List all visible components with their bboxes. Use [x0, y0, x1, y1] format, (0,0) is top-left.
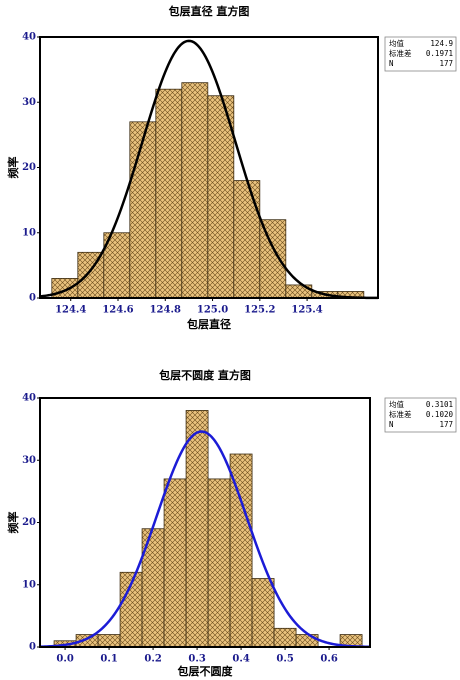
bar [207, 478, 231, 648]
stats-name: 标准差 [389, 409, 412, 419]
normal-curve [39, 39, 379, 300]
bar [273, 627, 297, 648]
stats-value: 0.1971 [426, 49, 453, 58]
bar [233, 180, 261, 299]
bar [155, 88, 183, 299]
x-tick-label: 124.8 [150, 305, 181, 316]
y-axis-label: 频率 [6, 512, 20, 534]
x-tick-label: 0.5 [276, 654, 293, 665]
y-tick-label: 10 [22, 579, 36, 590]
bar [129, 121, 157, 299]
bar [181, 82, 209, 299]
y-tick-label: 30 [22, 455, 36, 466]
bar [259, 219, 287, 299]
bar [51, 278, 79, 299]
x-tick-label: 125.0 [197, 305, 228, 316]
stats-box [384, 36, 457, 72]
y-tick-label: 0 [29, 642, 36, 653]
x-tick-label: 0.4 [232, 654, 249, 665]
x-tick-label: 0.1 [100, 654, 117, 665]
y-tick-label: 0 [29, 293, 36, 304]
stats-name: N [389, 420, 394, 429]
x-tick-label: 0.3 [188, 654, 205, 665]
stats-value: 177 [439, 59, 453, 68]
chart-title: 包层直径 直方图 [168, 4, 250, 18]
y-tick-label: 20 [22, 162, 36, 173]
chart-title: 包层不圆度 直方图 [158, 368, 251, 382]
x-tick-label: 0.2 [144, 654, 161, 665]
stats-value: 177 [439, 420, 453, 429]
stats-box [384, 397, 457, 433]
bar [185, 410, 209, 648]
stats-value: 124.9 [430, 39, 453, 48]
bar [163, 478, 187, 648]
normal-curve [39, 430, 371, 649]
y-tick-label: 40 [22, 32, 36, 43]
x-tick-label: 125.2 [244, 305, 275, 316]
stats-name: 标准差 [389, 48, 412, 58]
x-tick-label: 125.4 [291, 305, 322, 316]
y-tick-label: 30 [22, 97, 36, 108]
y-tick-label: 40 [22, 393, 36, 404]
x-tick-label: 124.6 [102, 305, 133, 316]
bar [251, 578, 275, 648]
bar [77, 251, 105, 299]
y-tick-label: 20 [22, 517, 36, 528]
stats-value: 0.3101 [426, 400, 453, 409]
stats-name: N [389, 59, 394, 68]
x-tick-label: 0.0 [56, 654, 73, 665]
x-axis-label: 包层直径 [186, 317, 231, 331]
bar [295, 634, 319, 648]
stats-name: 均值 [389, 38, 404, 48]
x-tick-label: 124.4 [55, 305, 86, 316]
bar [97, 634, 121, 648]
y-tick-label: 10 [22, 227, 36, 238]
stats-value: 0.1020 [426, 410, 454, 419]
stats-name: 均值 [389, 399, 404, 409]
x-tick-label: 0.6 [320, 654, 337, 665]
y-axis-label: 频率 [6, 157, 20, 179]
x-axis-label: 包层不圆度 [177, 664, 234, 678]
bar [207, 95, 235, 299]
